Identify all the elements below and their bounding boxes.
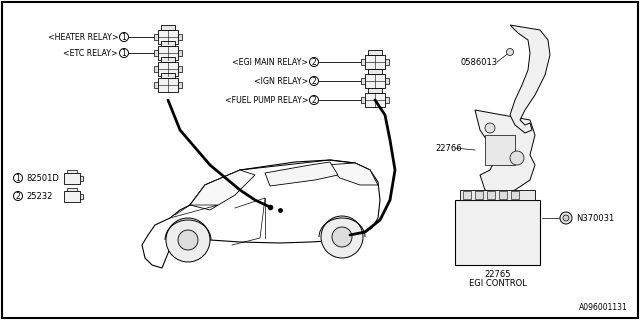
Bar [368,88,382,93]
Bar [499,191,507,199]
Bar [161,57,175,62]
Polygon shape [190,170,255,210]
Circle shape [120,33,129,42]
Bar [385,97,389,103]
Bar [460,190,535,200]
Text: 1: 1 [15,173,20,182]
Bar [361,78,365,84]
Circle shape [321,216,363,258]
Text: EGI CONTROL: EGI CONTROL [468,279,527,288]
Bar [511,191,519,199]
Text: 1: 1 [122,49,126,58]
Bar [365,55,385,69]
Text: 2: 2 [312,58,316,67]
Text: 22766: 22766 [435,143,461,153]
Bar [158,62,178,76]
Bar [368,50,382,55]
Circle shape [310,58,319,67]
Polygon shape [325,163,378,185]
Circle shape [510,151,524,165]
Circle shape [310,95,319,105]
Circle shape [310,76,319,85]
Circle shape [485,123,495,133]
Bar [365,74,385,88]
Bar [161,41,175,46]
Circle shape [13,173,22,182]
Text: 25232: 25232 [26,191,52,201]
Text: 2: 2 [15,191,20,201]
Bar [178,82,182,88]
Bar [158,30,178,44]
Polygon shape [142,160,380,268]
Circle shape [166,218,210,262]
Text: <EGI MAIN RELAY>: <EGI MAIN RELAY> [232,58,308,67]
Bar [154,82,158,88]
Bar [385,59,389,65]
Polygon shape [510,25,550,133]
Text: 2: 2 [312,95,316,105]
Text: 0586013: 0586013 [460,58,497,67]
Circle shape [13,191,22,201]
Bar [80,194,83,198]
Bar [475,191,483,199]
Bar [487,191,495,199]
Bar [485,135,515,165]
Circle shape [332,227,352,247]
Text: 2: 2 [312,76,316,85]
Bar [178,34,182,40]
Circle shape [563,215,569,221]
Polygon shape [475,110,535,195]
Circle shape [506,49,513,55]
Bar [361,59,365,65]
Bar [67,188,77,190]
Bar [64,190,80,202]
Text: 22765: 22765 [484,270,511,279]
Bar [80,175,83,180]
Text: <FUEL PUMP RELAY>: <FUEL PUMP RELAY> [225,95,308,105]
Bar [178,66,182,72]
Text: 1: 1 [122,33,126,42]
Text: A096001131: A096001131 [579,303,628,312]
Bar [361,97,365,103]
Text: <IGN RELAY>: <IGN RELAY> [253,76,308,85]
Bar [154,34,158,40]
Bar [455,200,540,265]
Polygon shape [265,162,338,186]
Text: N370031: N370031 [576,213,614,222]
Circle shape [120,49,129,58]
Circle shape [178,230,198,250]
Text: <HEATER RELAY>: <HEATER RELAY> [47,33,118,42]
Bar [154,66,158,72]
Circle shape [560,212,572,224]
Bar [385,78,389,84]
Bar [463,191,471,199]
Bar [154,50,158,56]
Bar [64,172,80,183]
Bar [158,46,178,60]
Bar [161,73,175,78]
Bar [67,170,77,172]
Bar [158,78,178,92]
Text: <ETC RELAY>: <ETC RELAY> [63,49,118,58]
Bar [365,93,385,107]
Bar [178,50,182,56]
Bar [161,25,175,30]
Text: 82501D: 82501D [26,173,59,182]
Bar [368,69,382,74]
